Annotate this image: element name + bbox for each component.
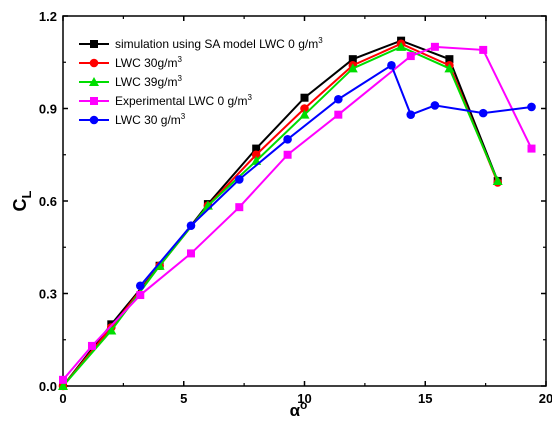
plot-area (58, 36, 536, 391)
y-axis-title-main: C (10, 198, 30, 211)
legend-label-superscript: 3 (181, 112, 186, 121)
data-point-4-1 (186, 221, 196, 230)
legend-label-superscript: 3 (177, 55, 182, 64)
series-line-0 (62, 39, 499, 387)
data-point-3-0 (59, 375, 67, 384)
data-point-2-5 (299, 109, 310, 119)
data-point-4-8 (478, 108, 488, 118)
data-point-1-4 (251, 150, 261, 160)
legend-item-2: LWC 39g/m3 (79, 74, 182, 89)
data-point-2-7 (396, 41, 407, 51)
y-axis-title-subscript: L (19, 190, 34, 198)
data-point-1-5 (300, 104, 309, 113)
legend-label-text: LWC 39g/m (115, 75, 177, 89)
y-tick-label: 1.2 (39, 9, 57, 24)
data-point-3-5 (283, 150, 292, 159)
data-point-4-7 (430, 101, 440, 110)
legend-label-text: simulation using SA model LWC 0 g/m (115, 37, 318, 51)
data-point-0-4 (252, 144, 261, 153)
legend-label-superscript: 3 (177, 74, 182, 83)
x-tick-label: 5 (180, 391, 187, 406)
data-point-3-6 (334, 110, 343, 119)
data-point-3-2 (136, 291, 145, 300)
x-axis-title-superscript: o (300, 398, 307, 412)
x-tick-label: 10 (297, 391, 311, 406)
legend-item-0: simulation using SA model LWC 0 g/m3 (79, 36, 323, 51)
data-point-3-7 (406, 52, 415, 61)
data-point-3-4 (235, 203, 244, 212)
data-point-3-1 (87, 341, 96, 350)
series-line-2 (62, 45, 499, 387)
legend-marker-3 (90, 97, 98, 105)
data-point-2-9 (492, 175, 503, 185)
legend-label-superscript: 3 (318, 36, 323, 45)
legend-label-1: LWC 30g/m3 (115, 55, 182, 70)
data-point-3-3 (186, 249, 195, 258)
legend-item-3: Experimental LWC 0 g/m3 (79, 93, 253, 108)
legend-label-text: LWC 30g/m (115, 56, 177, 70)
legend-label-2: LWC 39g/m3 (115, 74, 182, 89)
legend-label-3: Experimental LWC 0 g/m3 (115, 93, 253, 108)
y-tick-label: 0.3 (39, 287, 57, 302)
data-point-2-0 (58, 381, 68, 390)
data-point-4-4 (334, 94, 343, 104)
y-tick-label: 0.0 (39, 379, 57, 394)
y-axis-title: CL (10, 190, 34, 211)
axes: 0 5 10 15 20 0.0 0.3 0.6 0.9 1.2 αo CL (10, 9, 552, 420)
data-point-4-3 (283, 135, 292, 144)
y-tick-label: 0.9 (39, 102, 57, 117)
x-tick-label: 0 (59, 391, 66, 406)
legend-label-text: Experimental LWC 0 g/m (115, 94, 248, 108)
legend-marker-0 (90, 40, 98, 48)
legend-label-superscript: 3 (248, 93, 253, 102)
plot-frame (62, 15, 547, 387)
legend-item-1: LWC 30g/m3 (79, 55, 182, 70)
data-point-3-10 (527, 144, 536, 153)
legend-label-0: simulation using SA model LWC 0 g/m3 (115, 36, 323, 51)
legend-label-text: LWC 30 g/m (115, 113, 181, 127)
series-0 (59, 36, 502, 390)
data-point-3-9 (479, 45, 488, 54)
x-tick-label: 20 (539, 391, 552, 406)
legend-item-4: LWC 30 g/m3 (79, 112, 186, 127)
series-4 (135, 61, 536, 291)
series-line-4 (139, 63, 532, 287)
data-point-2-6 (347, 63, 358, 73)
data-point-0-8 (445, 55, 454, 64)
y-axis-title-group: CL (10, 190, 34, 211)
data-point-2-8 (444, 63, 455, 73)
data-point-4-6 (406, 110, 416, 119)
legend-marker-2 (89, 77, 99, 86)
series-1 (58, 39, 503, 391)
y-tick-label: 0.6 (39, 194, 57, 209)
data-point-0-6 (348, 55, 357, 64)
data-point-4-5 (387, 61, 396, 70)
legend-marker-4 (89, 115, 99, 125)
data-point-4-2 (234, 175, 244, 184)
legend: simulation using SA model LWC 0 g/m3LWC … (79, 36, 323, 127)
data-point-4-0 (135, 281, 145, 291)
x-axis-title: αo (290, 398, 308, 420)
data-point-3-8 (430, 42, 439, 51)
x-axis-title-main: α (290, 401, 301, 420)
data-point-4-9 (527, 102, 536, 112)
data-point-2-1 (106, 325, 117, 335)
legend-label-4: LWC 30 g/m3 (115, 112, 186, 127)
data-point-0-5 (300, 93, 309, 102)
series-3 (59, 42, 536, 384)
x-tick-label: 15 (418, 391, 432, 406)
data-point-2-2 (154, 260, 165, 270)
legend-marker-1 (89, 58, 99, 68)
